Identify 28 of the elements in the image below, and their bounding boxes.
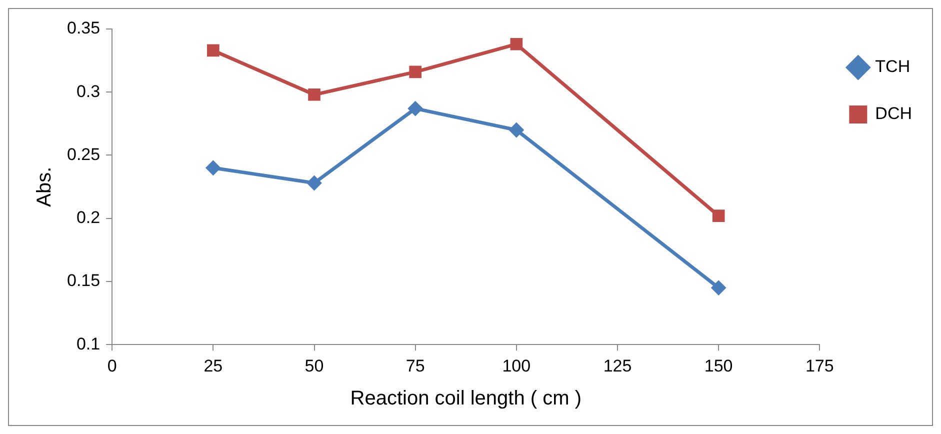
y-tick-label: 0.15	[66, 271, 100, 290]
point	[711, 280, 726, 296]
x-tick-label: 175	[805, 356, 834, 376]
x-tick-label: 100	[502, 356, 531, 376]
x-tick-label: 125	[603, 356, 632, 376]
x-tick-label: 25	[204, 356, 223, 376]
point	[308, 88, 320, 101]
point	[207, 44, 220, 57]
x-tick-label: 150	[704, 356, 733, 376]
y-axis-title: Abs.	[34, 166, 56, 207]
point	[409, 66, 422, 78]
y-tick-label: 0.3	[76, 82, 100, 101]
x-tick-label: 50	[304, 356, 324, 376]
point	[510, 38, 523, 50]
point	[408, 101, 423, 116]
y-tick-label: 0.35	[66, 18, 100, 38]
point	[508, 122, 524, 138]
y-tick-label: 0.25	[66, 144, 100, 164]
legend-label: DCH	[875, 104, 912, 124]
legend-label: TCH	[875, 57, 910, 76]
y-tick-label: 0.1	[76, 334, 100, 354]
x-tick-label: 75	[406, 356, 425, 376]
x-axis-title: Reaction coil length ( cm )	[350, 388, 582, 410]
x-tick-label: 0	[107, 356, 117, 376]
point	[712, 210, 725, 222]
point	[206, 160, 221, 176]
point	[306, 176, 322, 191]
y-tick-label: 0.2	[76, 208, 100, 228]
